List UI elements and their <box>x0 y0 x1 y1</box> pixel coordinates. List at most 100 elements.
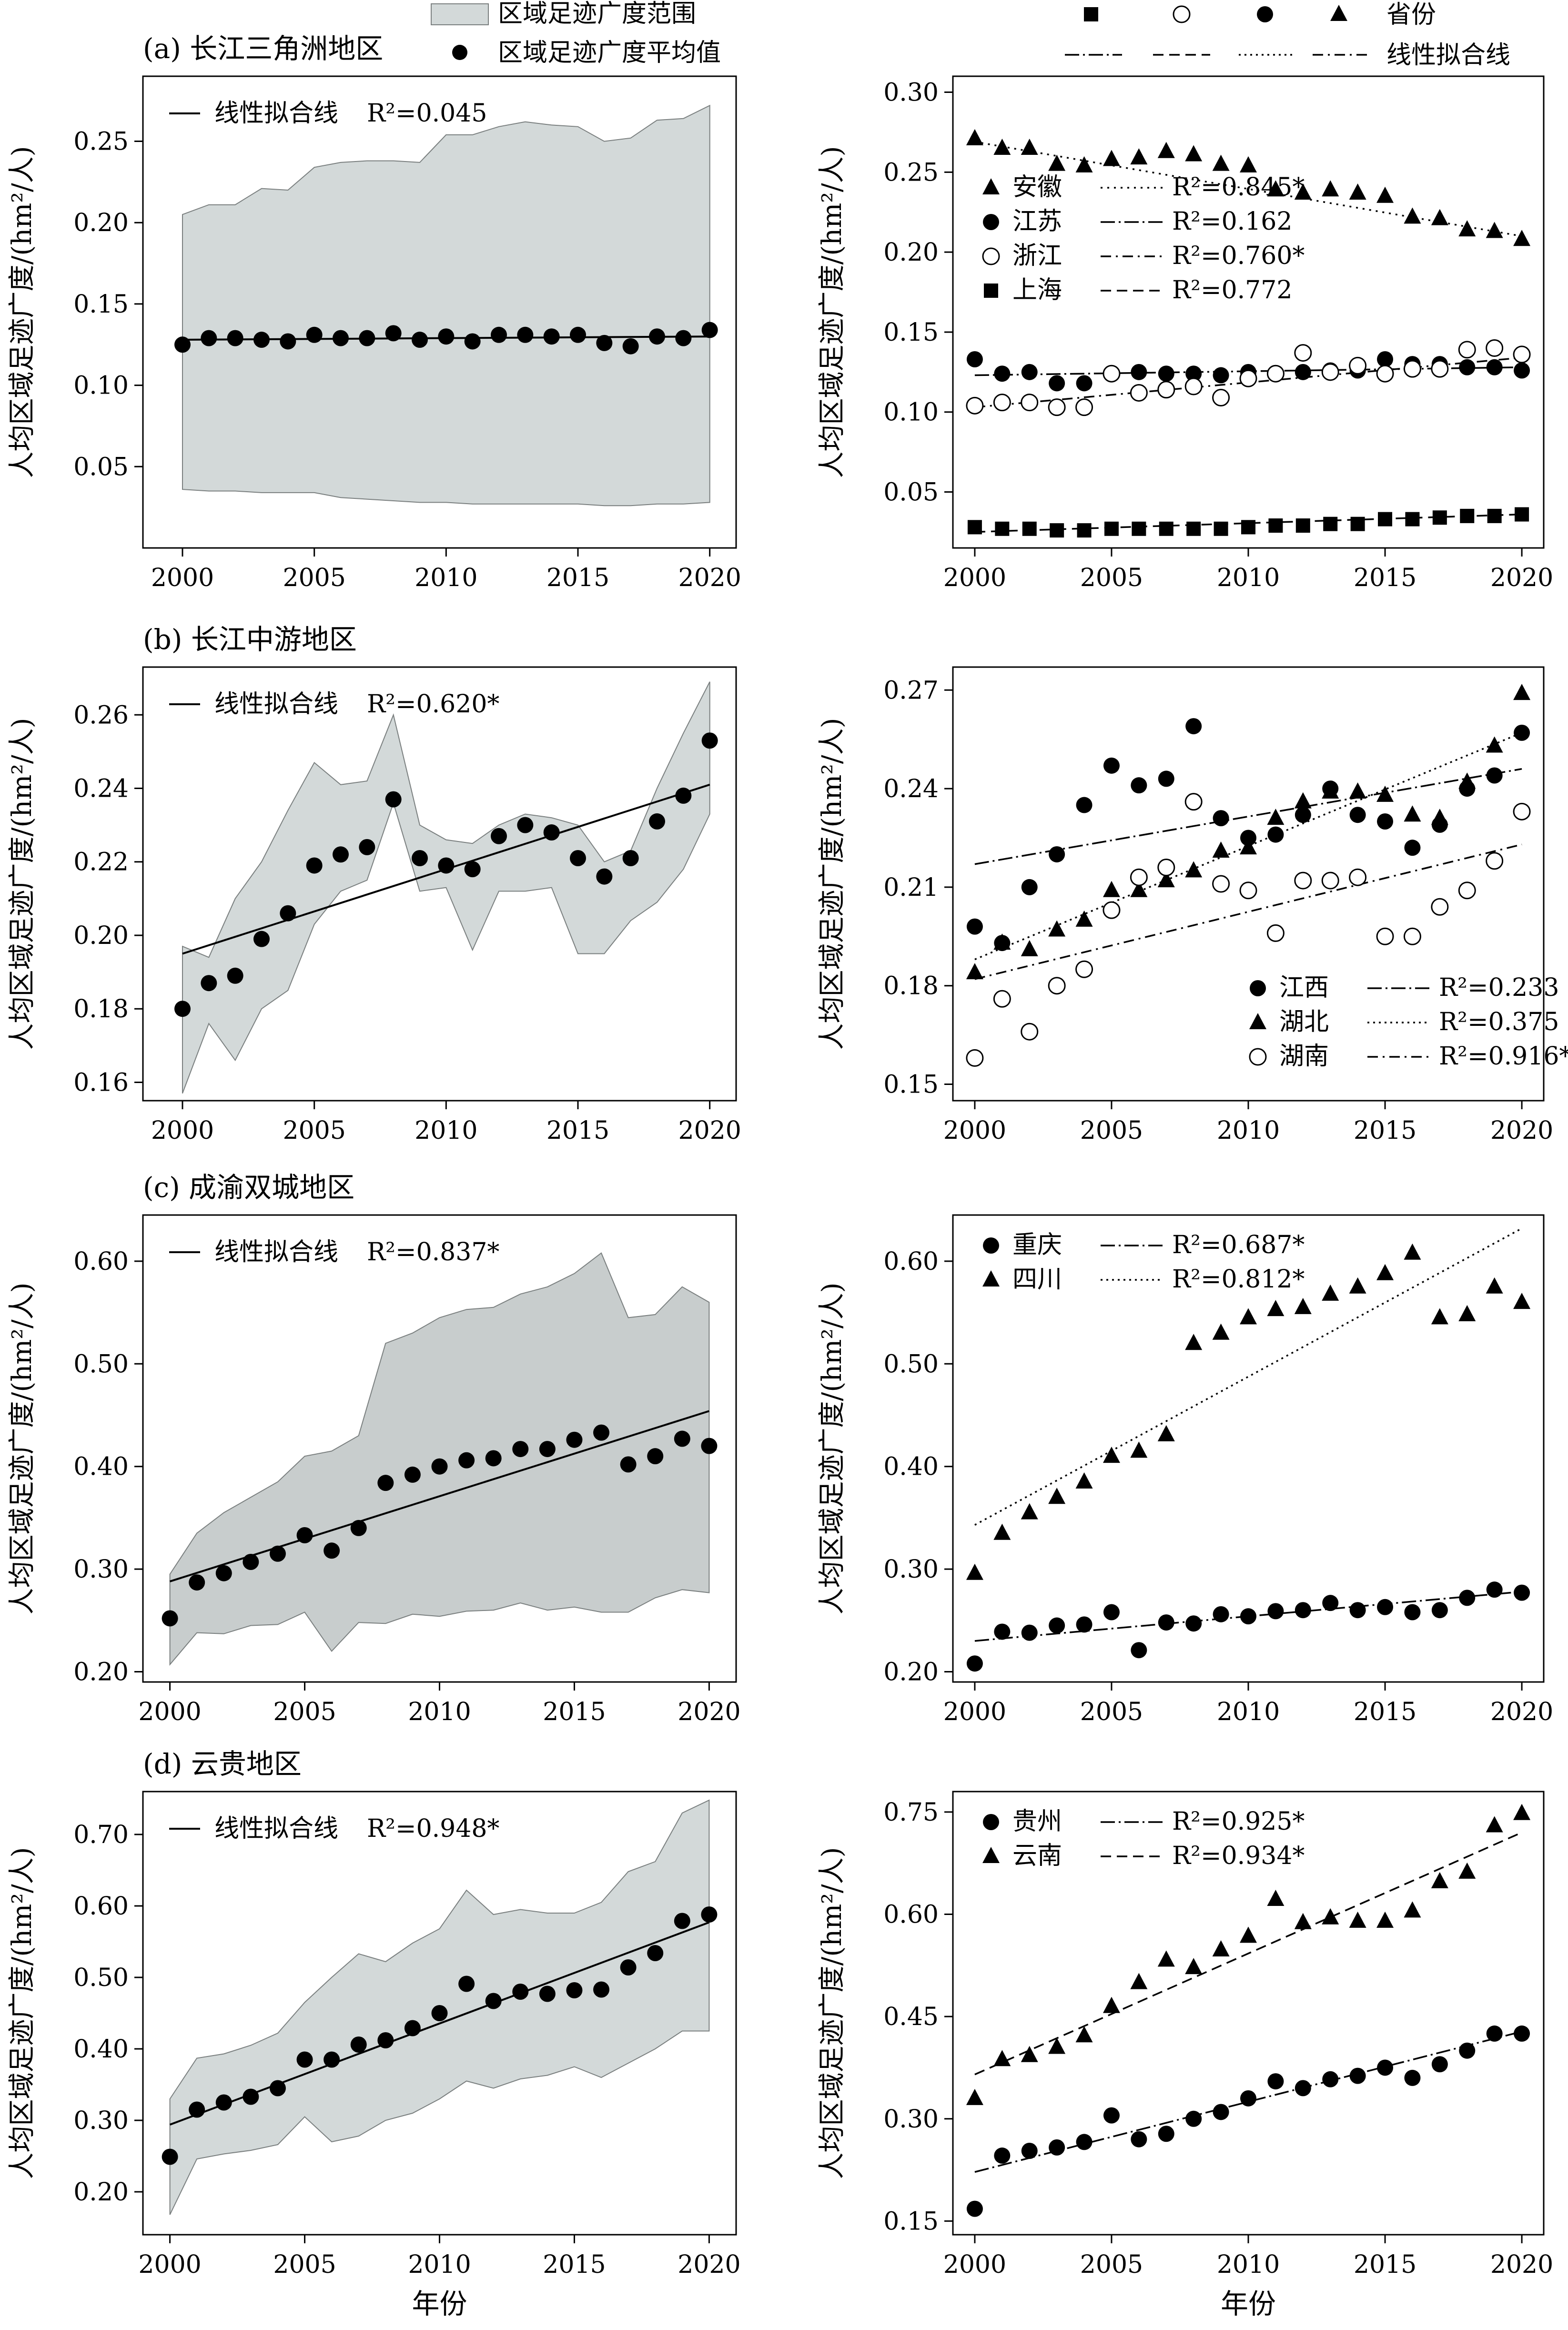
data-point <box>1377 2059 1394 2076</box>
legend-r2: R²=0.687* <box>1172 1231 1305 1259</box>
mean-point <box>377 1475 394 1491</box>
mean-point <box>431 1458 448 1475</box>
data-point <box>1077 523 1092 538</box>
mean-point <box>458 1975 475 1992</box>
data-point <box>1404 805 1421 822</box>
data-point <box>1103 1996 1120 2013</box>
y-tick-label: 0.60 <box>883 1247 939 1276</box>
data-point <box>994 365 1011 382</box>
y-axis-label: 人均区域足迹广度/(hm²/人) <box>7 146 38 478</box>
y-tick-label: 0.22 <box>73 848 129 877</box>
mean-point <box>404 2020 421 2036</box>
data-point <box>1240 830 1256 846</box>
y-tick-label: 0.25 <box>73 128 129 156</box>
legend-label: 湖南 <box>1279 1042 1329 1071</box>
data-point <box>966 963 983 980</box>
legend-label: 上海 <box>1012 276 1062 304</box>
series-四川 <box>966 1227 1531 1580</box>
y-tick-label: 0.60 <box>883 1901 939 1929</box>
legend-marker <box>1250 980 1266 996</box>
x-tick-label: 2015 <box>543 2250 606 2279</box>
data-point <box>1212 1940 1230 1956</box>
mean-point <box>385 791 402 808</box>
panel-a-right: 安徽 R²=0.845* 江苏 R²=0.162 浙江 R²=0.760* 上海 R²=0.7… <box>817 75 1553 592</box>
mean-point <box>464 861 481 878</box>
mean-point <box>431 2005 448 2021</box>
y-tick-label: 0.20 <box>73 1658 129 1686</box>
x-tick-label: 2000 <box>943 1698 1006 1726</box>
x-tick-label: 2020 <box>678 1116 741 1145</box>
data-point <box>1294 344 1312 362</box>
legend-marker <box>983 1237 999 1254</box>
mean-point <box>296 2051 313 2068</box>
data-point <box>1132 521 1146 536</box>
data-point <box>1431 360 1449 378</box>
legend-label: 贵州 <box>1012 1807 1062 1836</box>
data-point <box>1240 1926 1257 1943</box>
panel-title: (d) 云贵地区 <box>143 1748 302 1780</box>
y-axis-label: 人均区域足迹广度/(hm²/人) <box>817 146 848 478</box>
x-tick-label: 2020 <box>678 564 741 592</box>
series-云南 <box>966 1803 1531 2105</box>
data-point <box>1049 2139 1065 2156</box>
data-point <box>1515 507 1529 522</box>
data-point <box>1159 521 1173 536</box>
data-point <box>1185 861 1203 878</box>
data-point <box>1103 365 1121 383</box>
x-tick-label: 2010 <box>1217 564 1280 592</box>
data-point <box>1213 1606 1229 1622</box>
data-point <box>1404 840 1421 856</box>
data-point <box>1458 1305 1476 1321</box>
data-point <box>1076 375 1093 392</box>
data-point <box>1240 156 1257 172</box>
data-point <box>1241 520 1255 535</box>
plot-frame <box>142 75 737 549</box>
y-tick-label: 0.27 <box>883 676 939 705</box>
data-point <box>1268 518 1283 533</box>
mean-point <box>647 1448 664 1465</box>
data-point <box>1431 1602 1448 1619</box>
x-tick-label: 2010 <box>1217 1116 1280 1145</box>
data-point <box>1131 2131 1147 2148</box>
legend-marker <box>1173 5 1191 23</box>
data-point <box>1131 364 1147 380</box>
x-tick-label: 2020 <box>1490 2250 1553 2279</box>
x-tick-label: 2010 <box>408 1698 471 1726</box>
mean-point <box>485 1450 502 1467</box>
data-point <box>1349 807 1366 823</box>
plot-frame <box>142 666 737 1102</box>
y-tick-label: 0.60 <box>73 1247 129 1276</box>
y-axis-label: 人均区域足迹广度/(hm²/人) <box>7 1847 38 2179</box>
fit-legend-label: 线性拟合线 <box>214 1814 338 1843</box>
data-point <box>1431 2056 1448 2073</box>
mean-point <box>385 325 402 342</box>
data-point <box>993 933 1011 950</box>
y-tick-label: 0.20 <box>73 922 129 950</box>
panel-c-left: 线性拟合线 R²=0.837* (c) 成渝双城地区 2000 2005 2010 2015… <box>7 1171 741 1726</box>
data-point <box>1213 810 1229 827</box>
mean-point <box>593 1424 610 1441</box>
legend-label: 江西 <box>1279 973 1329 1002</box>
mean-point <box>620 1959 637 1975</box>
fit-line <box>974 843 1522 980</box>
data-point <box>1404 1243 1421 1260</box>
legend-marker <box>982 1270 1000 1287</box>
data-point <box>1130 881 1148 897</box>
mean-point <box>201 975 217 992</box>
data-point <box>1458 772 1476 789</box>
mean-point <box>350 1520 367 1536</box>
data-point <box>1322 1908 1339 1925</box>
data-point <box>1459 359 1476 375</box>
data-point <box>1212 154 1230 171</box>
data-point <box>1021 2046 1038 2062</box>
x-axis-label: 年份 <box>1221 2288 1276 2320</box>
y-tick-label: 0.18 <box>73 995 129 1023</box>
data-point <box>1185 2110 1202 2127</box>
data-point <box>1076 1616 1093 1633</box>
data-point <box>966 1655 983 1672</box>
data-point <box>1295 518 1310 533</box>
mean-point <box>404 1466 421 1483</box>
fit-line <box>974 513 1522 533</box>
mean-point <box>674 1913 690 1929</box>
